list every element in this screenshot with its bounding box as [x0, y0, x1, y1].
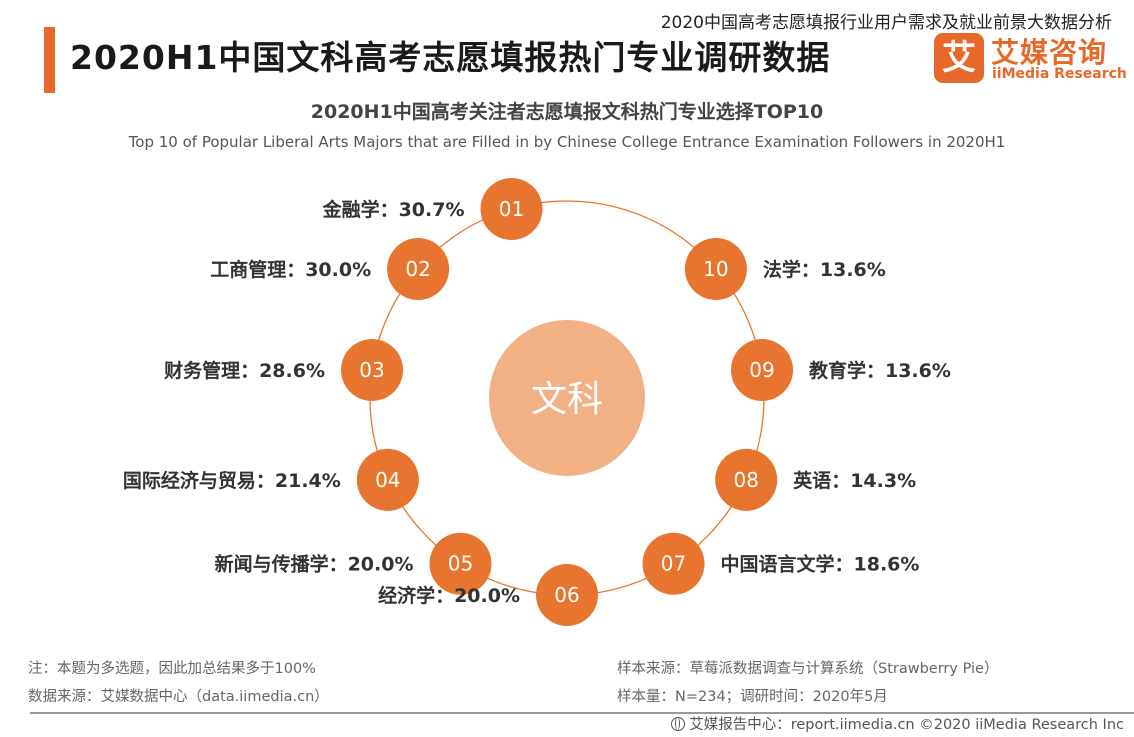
rank-number-06: 06	[554, 583, 579, 607]
rank-number-05: 05	[448, 552, 473, 576]
multi-select-note: 注：本题为多选题，因此加总结果多于100%	[28, 661, 316, 677]
rank-number-09: 09	[749, 358, 774, 382]
rank-node-06	[536, 564, 598, 626]
rank-node-09	[730, 338, 793, 401]
major-label-01: 金融学：30.7%	[322, 198, 465, 221]
major-label-02: 工商管理：30.0%	[210, 258, 371, 281]
center-circle	[489, 320, 645, 476]
center-label: 文科	[531, 379, 603, 420]
globe-icon	[671, 717, 686, 731]
data-source-note: 数据来源：艾媒数据中心（data.iimedia.cn）	[28, 689, 329, 705]
report-series-title: 2020中国高考志愿填报行业用户需求及就业前景大数据分析	[660, 13, 1112, 33]
rank-node-03	[341, 338, 404, 401]
rank-number-08: 08	[733, 468, 758, 492]
rank-number-10: 10	[703, 257, 728, 281]
rank-node-04	[356, 448, 419, 511]
chart-subtitle: Top 10 of Popular Liberal Arts Majors th…	[128, 133, 1006, 151]
major-label-10: 法学：13.6%	[763, 258, 886, 281]
rank-node-05	[429, 532, 492, 595]
major-label-07: 中国语言文学：18.6%	[721, 553, 920, 576]
rank-node-10	[684, 237, 747, 300]
footer-credit: 艾媒报告中心：report.iimedia.cn ©2020 iiMedia R…	[671, 713, 1124, 734]
rank-number-01: 01	[499, 197, 524, 221]
major-label-06: 经济学：20.0%	[378, 584, 520, 607]
iimedia-logo: 艾 艾媒咨询 iiMedia Research	[934, 33, 1127, 87]
rank-node-07	[642, 532, 705, 595]
chart-title: 2020H1中国高考关注者志愿填报文科热门专业选择TOP10	[310, 101, 824, 123]
rank-number-04: 04	[375, 468, 400, 492]
rank-node-02	[387, 237, 450, 300]
rank-node-08	[715, 448, 778, 511]
logo-mark-icon: 艾	[934, 33, 984, 83]
major-label-03: 财务管理：28.6%	[164, 359, 325, 382]
footer-divider	[30, 712, 1134, 714]
title-accent-bar	[44, 27, 55, 93]
logo-brand-en: iiMedia Research	[992, 66, 1127, 82]
sample-source-note: 样本来源：草莓派数据调查与计算系统（Strawberry Pie）	[617, 661, 999, 677]
rank-number-07: 07	[661, 552, 686, 576]
sample-size-note: 样本量：N=234；调研时间：2020年5月	[617, 689, 888, 705]
major-label-05: 新闻与传播学：20.0%	[215, 553, 414, 576]
page-title: 2020H1中国文科高考志愿填报热门专业调研数据	[70, 38, 831, 77]
rank-number-02: 02	[405, 257, 430, 281]
logo-brand-cn: 艾媒咨询	[991, 36, 1108, 69]
major-label-09: 教育学：13.6%	[809, 359, 951, 382]
rank-number-03: 03	[359, 358, 384, 382]
rank-node-01	[480, 177, 543, 240]
major-label-04: 国际经济与贸易：21.4%	[123, 469, 341, 492]
major-label-08: 英语：14.3%	[793, 469, 916, 492]
footer-text: 艾媒报告中心：report.iimedia.cn ©2020 iiMedia R…	[689, 717, 1124, 733]
